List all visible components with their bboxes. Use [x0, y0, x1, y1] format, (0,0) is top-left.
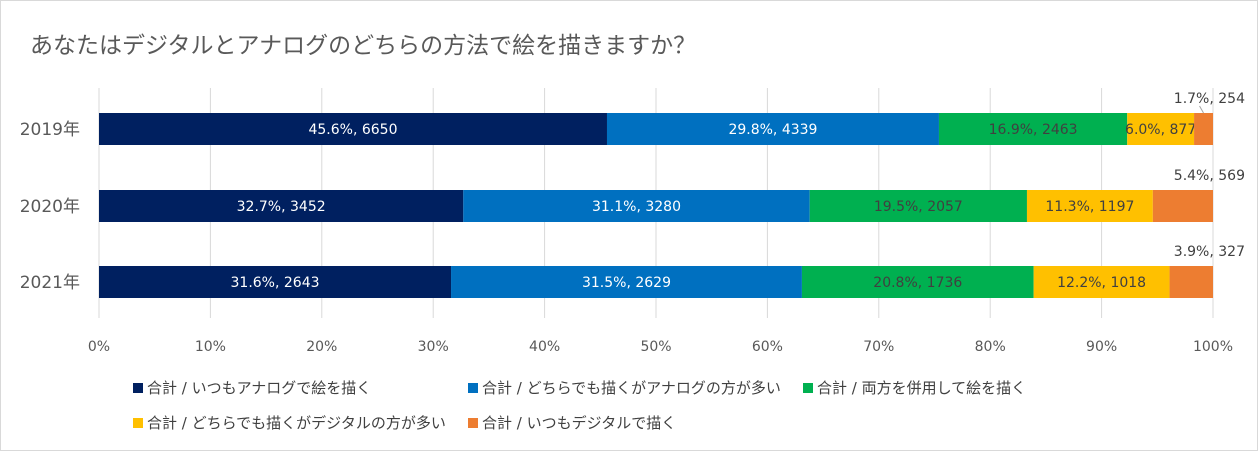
legend-item-2: 合計 / どちらでも描くがアナログの方が多い	[468, 377, 781, 398]
bar-5-row-3	[1169, 266, 1213, 298]
legend-label-5: 合計 / いつもデジタルで描く	[482, 414, 677, 432]
x-tick-label-7: 70%	[863, 339, 894, 355]
chart-title: あなたはデジタルとアナログのどちらの方法で絵を描きますか？	[30, 33, 697, 59]
bar-2-row-2	[463, 190, 810, 222]
x-tick-label-1: 10%	[195, 339, 226, 355]
data-label-2-row-3: 31.5%, 2629	[582, 275, 671, 291]
data-label-2-row-1: 29.8%, 4339	[728, 122, 817, 138]
legend-swatch-1	[133, 382, 143, 393]
data-label-3-row-1: 16.9%, 2463	[989, 122, 1078, 138]
legend-swatch-2	[468, 382, 478, 393]
bar-4-row-2	[1026, 190, 1153, 222]
bar-4-row-1	[1127, 113, 1195, 145]
y-category-label-1: 2020年	[20, 197, 80, 217]
bar-1-row-1	[99, 113, 607, 145]
data-label-2-row-2: 31.1%, 3280	[592, 199, 681, 215]
legend-swatch-5	[468, 417, 478, 428]
bar-1-row-2	[99, 190, 464, 222]
bar-2-row-3	[451, 266, 802, 298]
data-label-5-row-3: 3.9%, 327	[1174, 244, 1245, 260]
bar-3-row-1	[938, 113, 1128, 145]
x-tick-label-3: 30%	[418, 339, 449, 355]
legend-item-3: 合計 / 両方を併用して絵を描く	[803, 377, 1026, 398]
data-label-1-row-3: 31.6%, 2643	[231, 275, 320, 291]
legend-swatch-3	[803, 382, 813, 393]
data-label-4-row-2: 11.3%, 1197	[1045, 199, 1134, 215]
data-label-3-row-3: 20.8%, 1736	[873, 275, 962, 291]
bar-1-row-3	[99, 266, 452, 298]
x-tick-label-9: 90%	[1086, 339, 1117, 355]
legend-swatch-4	[133, 417, 143, 428]
data-label-1-row-1: 45.6%, 6650	[308, 122, 397, 138]
x-tick-label-0: 0%	[88, 339, 110, 355]
bar-4-row-3	[1033, 266, 1170, 298]
bar-3-row-2	[809, 190, 1027, 222]
y-category-label-2: 2021年	[20, 273, 80, 293]
data-label-3-row-2: 19.5%, 2057	[874, 199, 963, 215]
x-tick-label-8: 80%	[975, 339, 1006, 355]
x-tick-label-4: 40%	[529, 339, 560, 355]
legend-label-3: 合計 / 両方を併用して絵を描く	[817, 379, 1027, 397]
data-label-5-row-2: 5.4%, 569	[1174, 168, 1245, 184]
x-tick-label-2: 20%	[306, 339, 337, 355]
y-category-label-0: 2019年	[20, 120, 80, 140]
bar-5-row-1	[1194, 113, 1213, 145]
x-tick-label-6: 60%	[752, 339, 783, 355]
legend-label-4: 合計 / どちらでも描くがデジタルの方が多い	[147, 414, 446, 432]
legend-label-1: 合計 / いつもアナログで絵を描く	[147, 379, 372, 397]
bar-2-row-1	[606, 113, 939, 145]
data-label-4-row-1: 6.0%, 877	[1125, 122, 1196, 138]
bar-5-row-2	[1152, 190, 1213, 222]
data-label-5-row-1: 1.7%, 254	[1174, 91, 1245, 107]
x-tick-label-10: 100%	[1193, 339, 1233, 355]
legend-item-5: 合計 / いつもデジタルで描く	[468, 412, 676, 433]
legend-label-2: 合計 / どちらでも描くがアナログの方が多い	[482, 379, 781, 397]
legend-item-1: 合計 / いつもアナログで絵を描く	[133, 377, 371, 398]
bar-3-row-3	[801, 266, 1034, 298]
leader-line-5-row-1	[1199, 105, 1204, 114]
data-label-4-row-3: 12.2%, 1018	[1057, 275, 1146, 291]
legend-item-4: 合計 / どちらでも描くがデジタルの方が多い	[133, 412, 446, 433]
x-tick-label-5: 50%	[640, 339, 671, 355]
data-label-1-row-2: 32.7%, 3452	[237, 199, 326, 215]
